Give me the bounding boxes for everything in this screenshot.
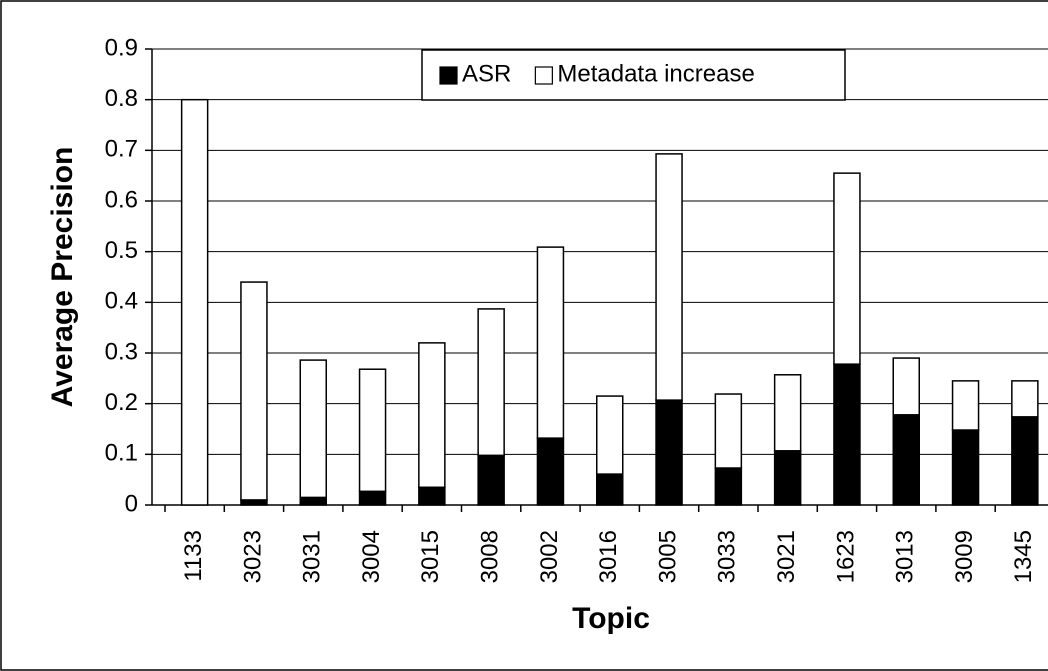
x-tick-label: 1623 xyxy=(832,530,859,583)
y-tick-label: 0.8 xyxy=(105,85,138,112)
legend-label: ASR xyxy=(462,60,511,87)
bar-segment xyxy=(477,454,505,506)
bar-segment xyxy=(951,380,980,431)
x-tick-label: 3004 xyxy=(358,530,385,583)
bar-segment xyxy=(892,414,920,506)
bar-segment xyxy=(240,281,268,501)
y-tick-label: 0.5 xyxy=(105,237,138,264)
x-tick-label: 3031 xyxy=(299,530,326,583)
bar-segment xyxy=(655,153,683,401)
legend-swatch xyxy=(439,66,458,85)
y-axis-title: Average Precision xyxy=(46,147,79,408)
bar-segment xyxy=(714,467,743,506)
x-tick-label: 3016 xyxy=(595,530,622,583)
bar-segment xyxy=(299,359,327,499)
y-tick-label: 0.3 xyxy=(105,338,138,365)
x-tick-label: 3008 xyxy=(476,530,503,583)
legend-swatch xyxy=(534,66,553,85)
bar-segment xyxy=(1011,416,1039,506)
bar-segment xyxy=(714,393,743,469)
bar-segment xyxy=(1011,380,1039,418)
bar-segment xyxy=(299,496,327,506)
legend-box xyxy=(421,49,846,101)
y-tick-label: 0.4 xyxy=(105,288,138,315)
bar-segment xyxy=(773,374,802,452)
x-tick-label: 3013 xyxy=(892,530,919,583)
bar-segment xyxy=(596,473,624,506)
x-tick-label: 3023 xyxy=(239,530,266,583)
x-tick-label: 3005 xyxy=(654,530,681,583)
x-tick-label: 3021 xyxy=(773,530,800,583)
bar-segment xyxy=(418,486,446,506)
bar-segment xyxy=(477,308,505,457)
x-tick-label: 3015 xyxy=(417,530,444,583)
bar-segment xyxy=(596,395,624,475)
bar-segment xyxy=(833,363,861,506)
bar-segment xyxy=(536,437,565,506)
x-axis-title: Topic xyxy=(572,602,650,635)
x-tick-label: 1133 xyxy=(180,530,207,582)
y-tick-label: 0.7 xyxy=(105,136,138,163)
y-tick-label: 0.6 xyxy=(105,186,138,213)
bar-segment xyxy=(240,499,268,506)
bar-segment xyxy=(418,342,446,489)
bar-segment xyxy=(358,490,387,506)
bar-segment xyxy=(773,450,802,506)
bar-segment xyxy=(951,429,980,506)
legend: ASR Metadata increase xyxy=(421,49,846,101)
x-tick-label: 1345 xyxy=(1010,530,1037,583)
x-tick-label: 3033 xyxy=(714,530,741,583)
bar-segment xyxy=(892,357,920,416)
y-tick-label: 0.2 xyxy=(105,389,138,416)
x-tick-label: 3009 xyxy=(951,530,978,583)
bar-segment xyxy=(180,98,209,506)
bar-segment xyxy=(655,399,683,506)
y-tick-label: 0.9 xyxy=(105,34,138,61)
legend-label: Metadata increase xyxy=(557,60,754,87)
plot: 0 0.1 0.2 0.3 0.4 0.5 0.6 0.7 0.8 0.9 1133 3023 3031… xyxy=(105,34,1048,583)
bar-segment xyxy=(536,246,565,439)
y-tick-label: 0 xyxy=(125,490,138,517)
x-tick-label: 3002 xyxy=(536,530,563,583)
y-tick-label: 0.1 xyxy=(105,440,138,467)
bar-segment xyxy=(833,172,861,365)
bar-segment xyxy=(358,368,387,493)
